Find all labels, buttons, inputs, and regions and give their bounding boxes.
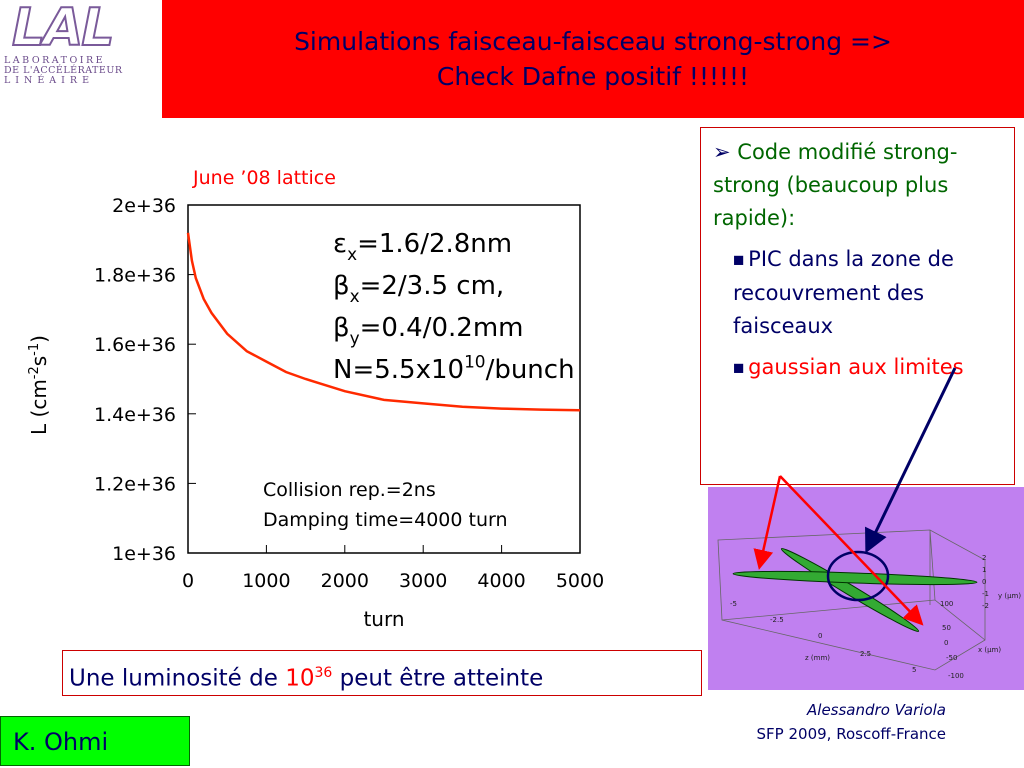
y-tick-label: 0 bbox=[982, 578, 986, 586]
arrow bbox=[753, 475, 782, 570]
footer: Alessandro Variola SFP 2009, Roscoff-Fra… bbox=[640, 698, 946, 746]
z-tick-label: 0 bbox=[818, 632, 822, 640]
x-tick-label: -100 bbox=[948, 672, 964, 680]
author: Alessandro Variola bbox=[807, 701, 946, 719]
text-part: x bbox=[347, 244, 357, 264]
y-tick-label: -2 bbox=[982, 602, 989, 610]
chart-annotation: Damping time=4000 turn bbox=[263, 509, 508, 531]
y-axis-label: y (μm) bbox=[998, 592, 1021, 600]
text-part: ) bbox=[27, 335, 51, 343]
power-exp: 36 bbox=[314, 665, 333, 681]
x-tick-label: 50 bbox=[942, 624, 951, 632]
y-tick-label: 1.2e+36 bbox=[94, 473, 176, 495]
event: SFP 2009, Roscoff-France bbox=[756, 725, 946, 743]
overlap-circle bbox=[826, 550, 890, 602]
x-tick-label: 4000 bbox=[477, 570, 525, 592]
logo-text: LABORATOIRE bbox=[4, 55, 106, 66]
header-band bbox=[162, 0, 1024, 118]
z-axis-label: z (mm) bbox=[805, 654, 830, 662]
logo-text: LINÉAIRE bbox=[4, 75, 95, 86]
x-tick-label: 0 bbox=[182, 570, 194, 592]
x-tick-label: 3000 bbox=[399, 570, 447, 592]
bullet: ■ gaussian aux limites bbox=[733, 354, 964, 379]
y-tick-label: -1 bbox=[982, 590, 989, 598]
z-tick-label: 5 bbox=[912, 666, 916, 674]
bullet: ■ PIC dans la zone de recouvrement des f… bbox=[733, 247, 954, 338]
y-tick-label: 2e+36 bbox=[112, 195, 176, 217]
x-tick-label: 0 bbox=[944, 639, 948, 647]
x-tick-label: 1000 bbox=[242, 570, 290, 592]
arrow bbox=[779, 475, 924, 626]
arrow bbox=[865, 367, 957, 554]
rich-text: εx=1.6/2.8nm bbox=[333, 229, 512, 264]
text-part: β bbox=[333, 313, 350, 343]
x-tick-label: 2000 bbox=[321, 570, 369, 592]
logo: LAL LABORATOIRE DE L'ACCÉLÉRATEUR LINÉAI… bbox=[4, 0, 154, 95]
z-tick-label: -5 bbox=[730, 600, 737, 608]
text: Une luminosité de bbox=[69, 665, 286, 692]
logo-text: DE L'ACCÉLÉRATEUR bbox=[4, 65, 123, 76]
plot3d-bg bbox=[708, 487, 1024, 690]
heading: ➢ Code modifié strong-strong (beaucoup p… bbox=[713, 140, 958, 230]
z-tick-label: 2.5 bbox=[860, 650, 871, 658]
series-line bbox=[186, 232, 581, 412]
text-part: /bunch bbox=[486, 355, 575, 385]
z-tick-label: -2.5 bbox=[770, 616, 784, 624]
box bbox=[717, 529, 986, 671]
beam bbox=[732, 570, 978, 586]
title-line: Check Dafne positif !!!!!! bbox=[436, 62, 750, 91]
x-tick-label: -50 bbox=[946, 654, 957, 662]
text-part: =0.4/0.2mm bbox=[360, 313, 524, 343]
x-axis-label: x (μm) bbox=[978, 646, 1001, 654]
chart: June ’08 lattice 1e+36 1.2e+36 1.4e+36 1.6e+… bbox=[27, 167, 604, 631]
text-part: L (cm bbox=[27, 379, 51, 435]
y-tick-label: 1.4e+36 bbox=[94, 404, 176, 426]
heading-text: Code modifié strong-strong (beaucoup plu… bbox=[713, 140, 958, 230]
y-tick-label: 2 bbox=[982, 554, 986, 562]
text-part: =2/3.5 cm, bbox=[360, 271, 505, 301]
chart-annotation: Collision rep.=2ns bbox=[263, 479, 436, 501]
luminosity-box: Une luminosité de 1036 peut être atteint… bbox=[62, 650, 702, 696]
text-part: s bbox=[27, 356, 51, 366]
rich-text: L (cm-2s-1) bbox=[27, 335, 51, 435]
text-part: 10 bbox=[464, 352, 486, 372]
side-box: ➢ Code modifié strong-strong (beaucoup p… bbox=[700, 127, 1015, 485]
text-part: ε bbox=[333, 229, 347, 259]
logo-mark: LAL bbox=[11, 0, 116, 58]
rich-text: N=5.5x1010/bunch bbox=[333, 352, 575, 385]
text-part: -2 bbox=[27, 366, 42, 379]
y-tick-label: 1.6e+36 bbox=[94, 334, 176, 356]
rich-text: βy=0.4/0.2mm bbox=[333, 313, 524, 348]
text: peut être atteinte bbox=[332, 665, 544, 692]
slide-title: Simulations faisceau-faisceau strong-str… bbox=[162, 24, 1024, 94]
plot3d: -5 -2.5 0 2.5 5 100 50 0 -50 -100 2 1 0 -1 -2 z (mm) x (… bbox=[708, 487, 1024, 690]
beam bbox=[780, 548, 920, 632]
bullet-text: gaussian aux limites bbox=[748, 354, 964, 379]
y-tick-label: 1 bbox=[982, 566, 986, 574]
plot-frame bbox=[187, 204, 581, 554]
credit: K. Ohmi bbox=[0, 716, 190, 766]
title-line: Simulations faisceau-faisceau strong-str… bbox=[294, 27, 892, 56]
x-axis-label: turn bbox=[363, 607, 404, 631]
text-part: =1.6/2.8nm bbox=[357, 229, 512, 259]
x-tick-label: 100 bbox=[940, 600, 953, 608]
text-part: β bbox=[333, 271, 350, 301]
chart-note: June ’08 lattice bbox=[192, 167, 336, 189]
power-base: 10 bbox=[285, 665, 315, 692]
text-part: x bbox=[350, 286, 360, 306]
x-tick-label: 5000 bbox=[556, 570, 604, 592]
y-tick-label: 1.8e+36 bbox=[94, 265, 176, 287]
y-tick-label: 1e+36 bbox=[112, 543, 176, 565]
text-part: N=5.5x10 bbox=[333, 355, 464, 385]
rich-text: βx=2/3.5 cm, bbox=[333, 271, 504, 306]
text-part: -1 bbox=[27, 343, 42, 356]
text-part: y bbox=[350, 328, 360, 348]
bullet-text: PIC dans la zone de recouvrement des fai… bbox=[733, 247, 954, 338]
